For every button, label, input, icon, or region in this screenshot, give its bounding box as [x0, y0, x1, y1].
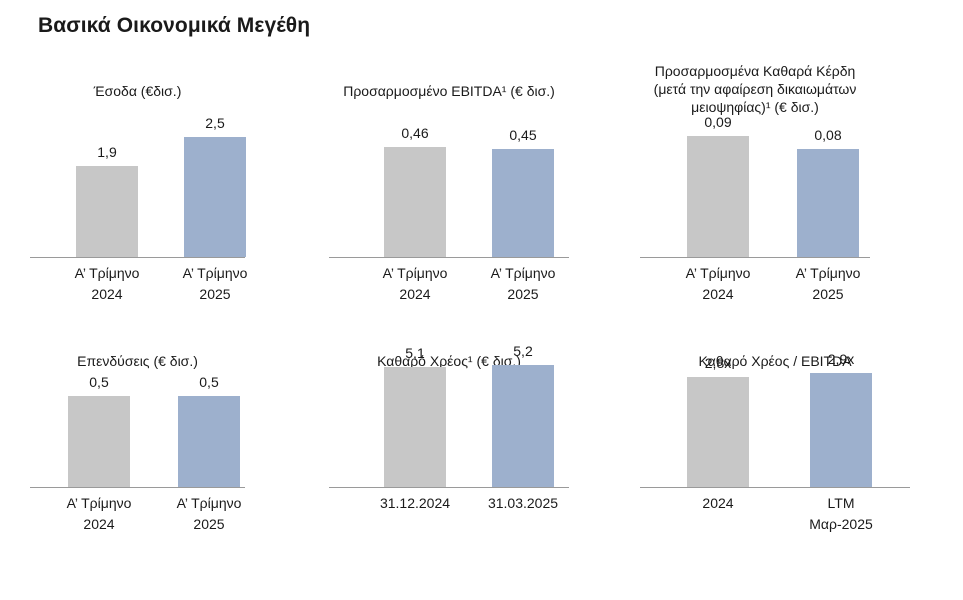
chart-title: Επενδύσεις (€ δισ.) [77, 353, 198, 369]
chart-title: Καθαρό Χρέος / EBITDA [698, 353, 852, 369]
category-label: Α’ Τρίμηνο 2024 [685, 265, 751, 302]
data-label: 2,9x [827, 351, 855, 367]
category-label: 31.03.2025 [487, 495, 559, 511]
x-axis-line [329, 257, 569, 258]
bar [810, 373, 872, 487]
data-label: 5,2 [513, 343, 533, 359]
chart-panel: Επενδύσεις (€ δισ.) 0,5 Α’ Τρίμηνο 2024 0,5… [30, 352, 255, 537]
data-label: 0,08 [814, 127, 842, 143]
category-label: LTM Μαρ-2025 [809, 495, 873, 532]
data-label: 0,09 [704, 114, 732, 130]
category-label: 2024 [702, 495, 734, 511]
bar [68, 396, 130, 487]
bar [184, 137, 246, 257]
category-label: Α’ Τρίμηνο 2024 [74, 265, 140, 302]
chart-title: Προσαρμοσμένο EBITDA¹ (€ δισ.) [343, 83, 555, 99]
data-label: 2,5 [205, 115, 225, 131]
category-label: Α’ Τρίμηνο 2025 [176, 495, 242, 532]
category-label: Α’ Τρίμηνο 2025 [490, 265, 556, 302]
x-axis-line [640, 487, 910, 488]
bar [384, 367, 446, 487]
bar [687, 377, 749, 487]
data-label: 0,5 [89, 374, 109, 390]
data-label: 0,45 [509, 127, 537, 143]
bar [687, 136, 749, 257]
bar [76, 166, 138, 257]
bar [797, 149, 859, 257]
data-label: 2,8x [704, 355, 732, 371]
data-label: 1,9 [97, 144, 117, 160]
chart-panel: Προσαρμοσμένα Καθαρά Κέρδη (μετά την αφα… [640, 62, 880, 307]
bar [384, 147, 446, 257]
category-label: Α’ Τρίμηνο 2025 [182, 265, 248, 302]
chart-panel: Καθαρό Χρέος / EBITDA 2,8x 2024 2,9x LTM Μαρ… [640, 351, 920, 537]
bar [178, 396, 240, 487]
chart-title: Έσοδα (€δισ.) [93, 83, 182, 99]
data-label: 0,46 [401, 125, 429, 141]
x-axis-line [640, 257, 870, 258]
category-label: Α’ Τρίμηνο 2024 [66, 495, 132, 532]
x-axis-line [30, 487, 245, 488]
chart-title: Προσαρμοσμένα Καθαρά Κέρδη (μετά την αφα… [653, 63, 857, 115]
x-axis-line [30, 257, 245, 258]
bar [492, 365, 554, 487]
chart-panel: Προσαρμοσμένο EBITDA¹ (€ δισ.) 0,46 Α’ Τρί… [329, 82, 579, 307]
chart-panel: Καθαρό Χρέος¹ (€ δισ.) 5,1 31.12.2024 5,2 31… [329, 343, 579, 537]
category-label: Α’ Τρίμηνο 2024 [382, 265, 448, 302]
data-label: 0,5 [199, 374, 219, 390]
x-axis-line [329, 487, 569, 488]
category-label: 31.12.2024 [379, 495, 451, 511]
bar [492, 149, 554, 257]
page-title: Βασικά Οικονομικά Μεγέθη [38, 14, 311, 37]
data-label: 5,1 [405, 345, 425, 361]
chart-panel: Έσοδα (€δισ.) 1,9 Α’ Τρίμηνο 2024 2,5 Α’ Τρί… [30, 82, 255, 307]
category-label: Α’ Τρίμηνο 2025 [795, 265, 861, 302]
